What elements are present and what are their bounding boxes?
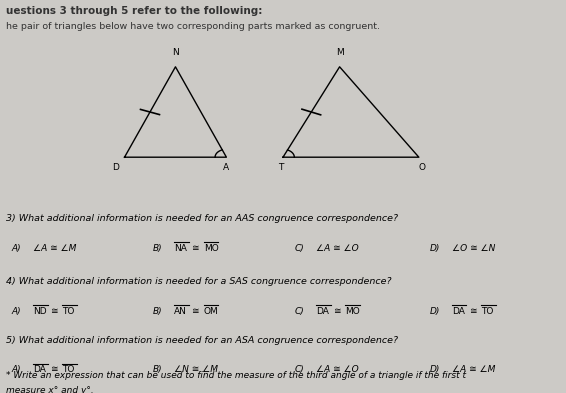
Text: ∠A ≅ ∠M: ∠A ≅ ∠M — [452, 365, 495, 375]
Text: D): D) — [430, 365, 440, 375]
Text: C): C) — [294, 307, 304, 316]
Text: D): D) — [430, 307, 440, 316]
Text: 3) What additional information is needed for an AAS congruence correspondence?: 3) What additional information is needed… — [6, 214, 398, 223]
Text: ∠O ≅ ∠N: ∠O ≅ ∠N — [452, 244, 495, 253]
Text: B): B) — [153, 307, 162, 316]
Text: * Write an expression that can be used to find the measure of the third angle of: * Write an expression that can be used t… — [6, 371, 466, 380]
Text: TO: TO — [62, 365, 75, 375]
Text: ≅: ≅ — [50, 365, 57, 375]
Text: MO: MO — [204, 244, 218, 253]
Text: C): C) — [294, 244, 304, 253]
Text: B): B) — [153, 244, 162, 253]
Text: C): C) — [294, 365, 304, 375]
Text: DA: DA — [33, 365, 46, 375]
Text: N: N — [172, 48, 179, 57]
Text: DA: DA — [452, 307, 465, 316]
Text: ≅: ≅ — [469, 307, 476, 316]
Text: B): B) — [153, 365, 162, 375]
Text: A: A — [224, 163, 229, 172]
Text: TO: TO — [62, 307, 75, 316]
Text: ND: ND — [33, 307, 46, 316]
Text: uestions 3 through 5 refer to the following:: uestions 3 through 5 refer to the follow… — [6, 6, 262, 16]
Text: ∠A ≅ ∠M: ∠A ≅ ∠M — [33, 244, 76, 253]
Text: DA: DA — [316, 307, 329, 316]
Text: he pair of triangles below have two corresponding parts marked as congruent.: he pair of triangles below have two corr… — [6, 22, 380, 31]
Text: OM: OM — [204, 307, 218, 316]
Text: ≅: ≅ — [191, 244, 199, 253]
Text: 4) What additional information is needed for a SAS congruence correspondence?: 4) What additional information is needed… — [6, 277, 391, 286]
Text: MO: MO — [345, 307, 360, 316]
Text: ≅: ≅ — [333, 307, 340, 316]
Text: measure x° and y°.: measure x° and y°. — [6, 386, 93, 393]
Text: ≅: ≅ — [191, 307, 199, 316]
Text: 5) What additional information is needed for an ASA congruence correspondence?: 5) What additional information is needed… — [6, 336, 398, 345]
Text: M: M — [336, 48, 344, 57]
Text: A): A) — [11, 244, 21, 253]
Text: AN: AN — [174, 307, 187, 316]
Text: A): A) — [11, 307, 21, 316]
Text: NA: NA — [174, 244, 187, 253]
Text: D: D — [113, 163, 119, 172]
Text: A): A) — [11, 365, 21, 375]
Text: ∠N ≅ ∠M: ∠N ≅ ∠M — [174, 365, 218, 375]
Text: O: O — [418, 163, 425, 172]
Text: ≅: ≅ — [50, 307, 57, 316]
Text: TO: TO — [481, 307, 494, 316]
Text: D): D) — [430, 244, 440, 253]
Text: ∠A ≅ ∠O: ∠A ≅ ∠O — [316, 365, 359, 375]
Text: T: T — [278, 163, 284, 172]
Text: ∠A ≅ ∠O: ∠A ≅ ∠O — [316, 244, 359, 253]
